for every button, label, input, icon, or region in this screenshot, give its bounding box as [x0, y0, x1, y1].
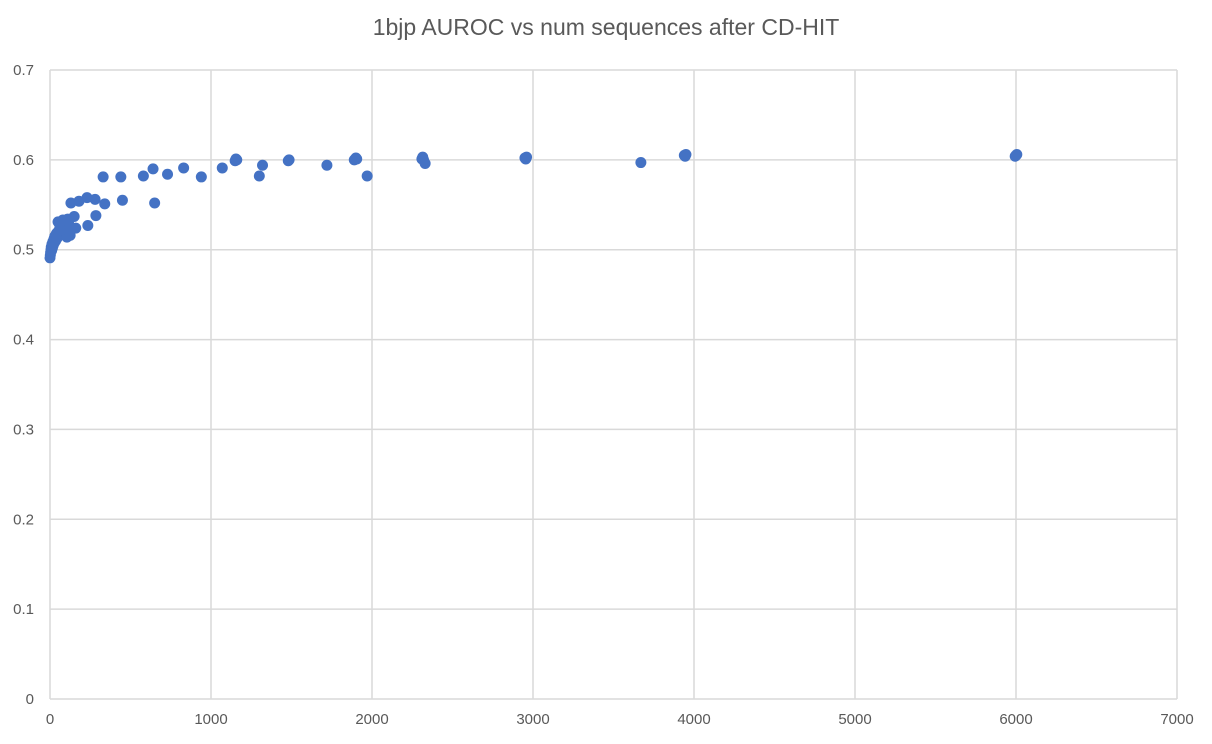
x-tick-label: 0	[46, 711, 54, 728]
data-point	[57, 214, 69, 226]
data-point	[70, 222, 82, 234]
x-tick-label: 2000	[355, 711, 388, 728]
y-tick-label: 0.5	[13, 242, 34, 259]
data-point	[361, 170, 373, 182]
data-point	[283, 154, 295, 166]
data-point	[679, 150, 691, 162]
data-point	[89, 193, 101, 205]
y-tick-label: 0.2	[13, 511, 34, 528]
data-point	[635, 157, 647, 169]
y-tick-label: 0.3	[13, 421, 34, 438]
y-tick-label: 0.4	[13, 332, 34, 349]
data-point	[178, 162, 190, 174]
data-point	[351, 153, 363, 165]
data-point	[257, 159, 269, 171]
data-point	[253, 170, 265, 182]
x-tick-label: 7000	[1160, 711, 1193, 728]
data-point	[97, 171, 109, 183]
data-point	[99, 198, 111, 210]
x-tick-label: 6000	[999, 711, 1032, 728]
data-point	[321, 159, 333, 171]
x-tick-label: 3000	[516, 711, 549, 728]
data-point	[137, 170, 149, 182]
data-point	[520, 153, 532, 165]
data-point	[55, 224, 67, 236]
data-point	[90, 210, 102, 222]
y-tick-label: 0.1	[13, 601, 34, 618]
chart-title: 1bjp AUROC vs num sequences after CD-HIT	[372, 14, 840, 40]
y-tick-label: 0	[26, 691, 34, 708]
data-point	[147, 163, 159, 175]
data-point	[149, 197, 161, 209]
x-tick-label: 5000	[838, 711, 871, 728]
data-points	[44, 148, 1023, 264]
data-point	[195, 171, 207, 183]
data-point	[68, 210, 80, 222]
data-point	[116, 194, 128, 206]
data-point	[419, 157, 431, 169]
y-tick-label: 0.7	[13, 62, 34, 79]
y-tick-label: 0.6	[13, 152, 34, 169]
data-point	[1009, 150, 1021, 162]
data-point	[216, 162, 228, 174]
data-point	[162, 168, 174, 180]
data-point	[82, 219, 94, 231]
tick-labels: 0 1000 2000 3000 4000 5000 6000 7000 0 0.1 0.2 0.3 0…	[13, 62, 1194, 728]
data-point	[231, 154, 243, 166]
x-tick-label: 1000	[194, 711, 227, 728]
x-tick-label: 4000	[677, 711, 710, 728]
data-point	[115, 171, 127, 183]
